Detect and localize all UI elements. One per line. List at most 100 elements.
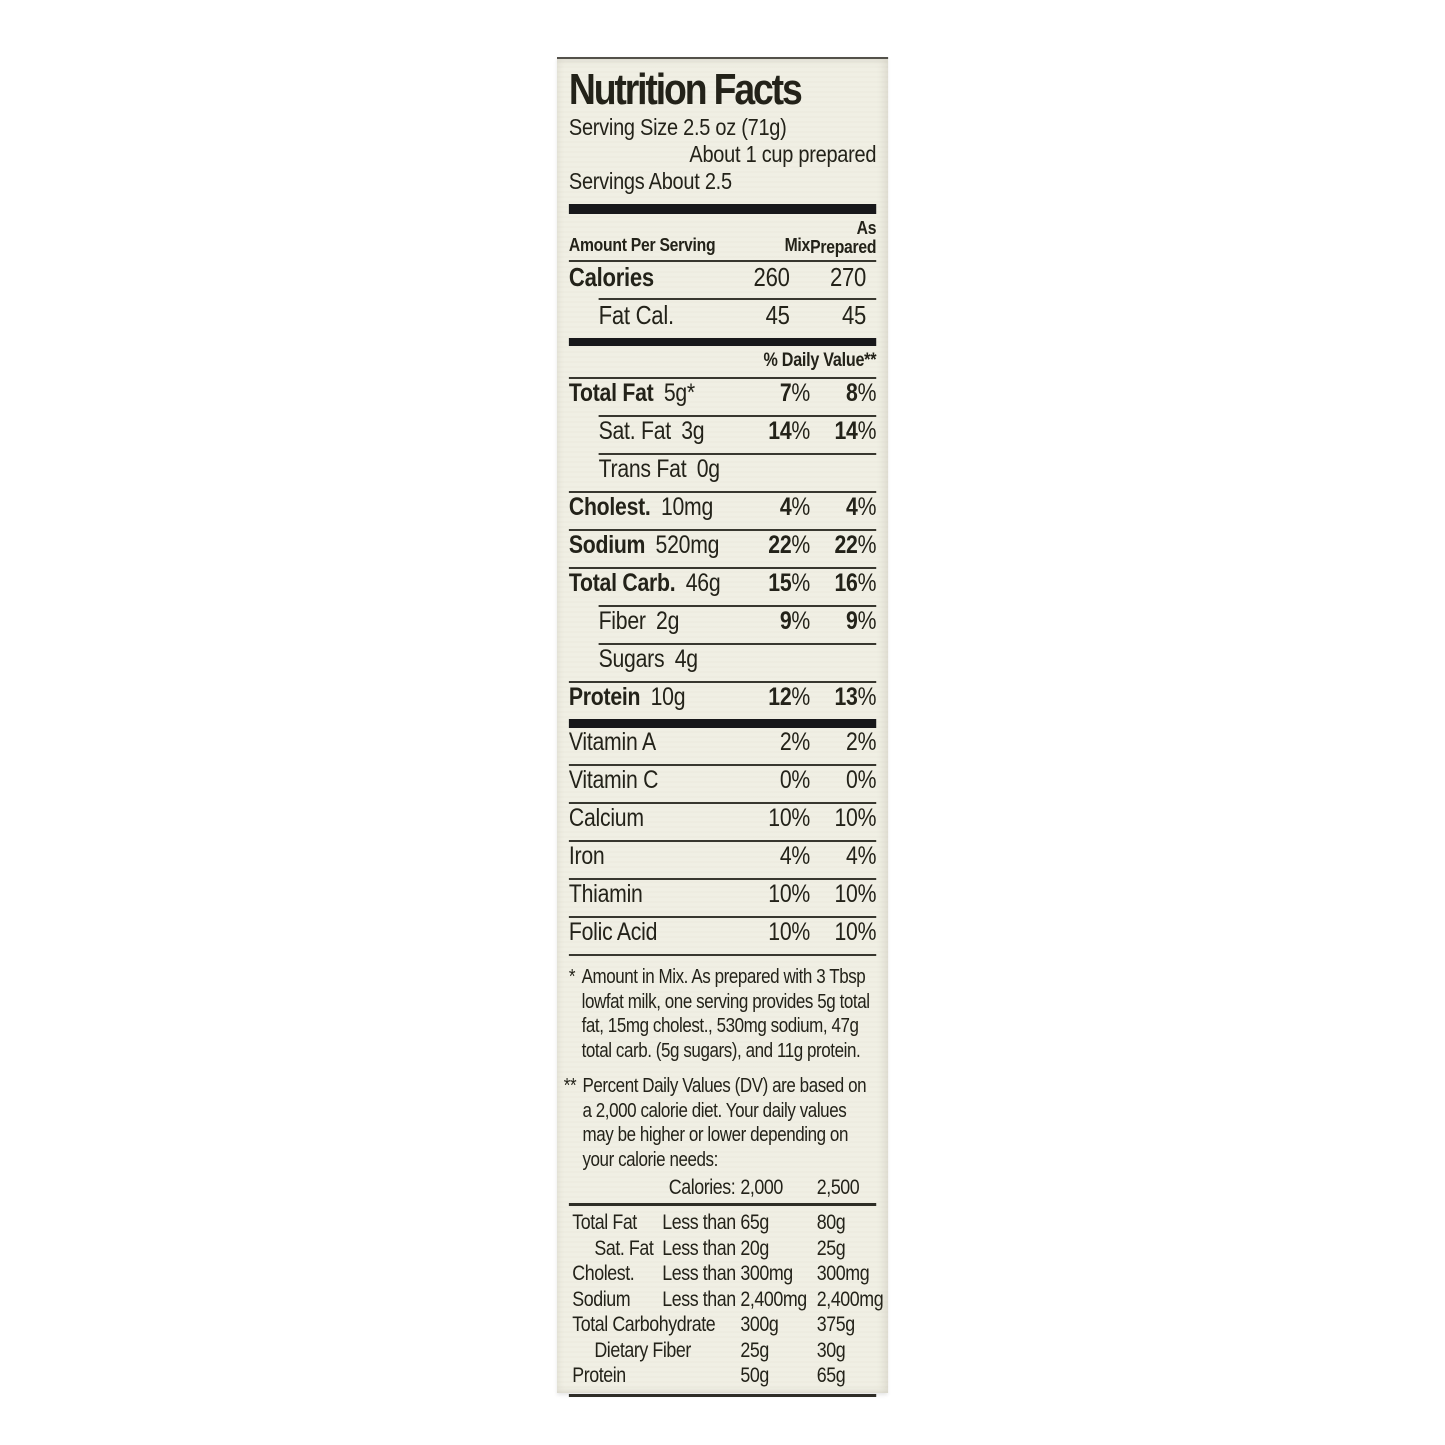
row-separator [568, 916, 877, 918]
value-cell: 270 [829, 262, 867, 292]
dv-value-2000: 2,400mg [740, 1287, 807, 1311]
row-label: Vitamin A [569, 728, 752, 757]
dv-row-label: Total Carbohydrate [572, 1313, 716, 1336]
percent-sign: % [857, 493, 877, 521]
value-number: 8 [846, 379, 858, 407]
thick-divider-vitamins [568, 719, 877, 728]
value-number: 22 [834, 531, 858, 559]
value-cell: 0% [779, 766, 811, 794]
row-separator [568, 764, 877, 766]
vitamin-name: Thiamin [568, 880, 643, 908]
nutrient-name: Total Fat [568, 379, 654, 407]
value-cell: 10% [834, 880, 877, 908]
row-separator [598, 453, 877, 455]
footnote-asterisk: * [568, 966, 576, 988]
value-cell: 4% [752, 493, 810, 522]
column-header-row: Amount Per Serving Mix As Prepared [569, 218, 877, 260]
row-label: Vitamin C [569, 766, 752, 795]
dv-qualifier: Less than [662, 1287, 736, 1311]
value-cell: 10% [768, 804, 811, 832]
dv-table-header: Calories: 2,000 2,500 [569, 1172, 876, 1203]
nutrient-name: Calories [568, 262, 654, 292]
dv-table-row: Cholest. Less than 300mg 300mg [569, 1261, 876, 1287]
percent-sign: % [791, 493, 811, 521]
footnote-mix: * Amount in Mix. As prepared with 3 Tbsp… [569, 965, 876, 1063]
vitamin-name: Iron [568, 842, 605, 870]
row-label: Iron [569, 842, 752, 871]
percent-sign: % [857, 683, 877, 711]
nutrient-row: Total Fat 5g* 7% 8% [569, 379, 877, 415]
header-rule [568, 260, 877, 262]
value-cell: 4% [846, 842, 877, 870]
row-label: Sodium 520mg [569, 531, 752, 560]
row-separator [568, 802, 877, 804]
row-label: Total Carb. 46g [569, 569, 752, 598]
dv-value-2000: 65g [740, 1211, 769, 1234]
value-cell: 2% [846, 728, 877, 756]
nutrient-row: Protein 10g 12% 13% [568, 683, 877, 719]
nutrient-row: Total Carb. 46g 15% 16% [569, 569, 877, 605]
percent-sign: % [791, 683, 811, 711]
value-number: 15 [768, 569, 792, 597]
nutrient-amount: 3g [681, 417, 705, 445]
servings-line: Servings About 2.5 [568, 168, 732, 194]
dv-value-2500: 30g [816, 1338, 846, 1362]
dv-value-2500: 2,400mg [816, 1287, 884, 1311]
value-number: 22 [768, 531, 792, 559]
row-label: Sat. Fat 3g [569, 417, 752, 446]
as-prepared-column-header: As Prepared [810, 218, 876, 256]
nutrient-name: Fiber [598, 607, 646, 635]
row-label: Total Fat 5g* [569, 379, 752, 408]
nutrient-amount: 46g [685, 569, 721, 597]
nutrient-row: Sat. Fat 3g 14% 14% [569, 417, 877, 453]
vitamin-name: Vitamin C [568, 766, 659, 794]
nutrient-amount: 4g [674, 645, 698, 673]
nutrient-name: Cholest. [568, 493, 651, 521]
row-label: Calcium [569, 804, 752, 833]
serving-size-line: Serving Size 2.5 oz (71g) [568, 114, 787, 140]
dv-value-2500: 80g [816, 1211, 846, 1234]
row-separator [598, 298, 877, 300]
vitamin-row: Vitamin C 0% 0% [569, 766, 877, 802]
row-label: Trans Fat 0g [569, 455, 752, 484]
value-number: 16 [834, 569, 858, 597]
dv-table-row: Dietary Fiber 25g 30g [569, 1338, 876, 1364]
row-label: Thiamin [569, 880, 752, 909]
nutrient-name: Total Carb. [568, 569, 676, 597]
dv-value-2500: 65g [816, 1364, 846, 1387]
value-number: 14 [834, 417, 858, 445]
percent-sign: % [857, 607, 877, 635]
as-prepared-line1: As [856, 217, 877, 238]
nutrient-name: Protein [568, 683, 641, 711]
dv-value-2000: 20g [740, 1236, 769, 1260]
nutrient-name: Fat Cal. [598, 300, 675, 330]
thick-divider-calories [568, 338, 877, 346]
nutrient-name: Trans Fat [598, 455, 687, 483]
thick-divider-top [568, 204, 877, 214]
value-cell: 22% [810, 531, 876, 560]
dv-table-row: Total Carbohydrate 300g 375g [569, 1312, 876, 1338]
value-number: 4 [779, 493, 792, 521]
dv-qualifier: Less than [662, 1236, 736, 1260]
dv-2500-header: 2,500 [816, 1176, 860, 1199]
dv-value-2000: 300g [740, 1313, 779, 1336]
value-number: 9 [846, 607, 858, 635]
footnote-daily-values: ** Percent Daily Values (DV) are based o… [564, 1074, 876, 1172]
percent-sign: % [791, 569, 811, 597]
vitamin-row: Calcium 10% 10% [569, 804, 877, 840]
row-label: Fiber 2g [569, 607, 752, 636]
value-number: 9 [779, 607, 792, 635]
value-cell: 10% [768, 918, 811, 946]
nutrient-amount: 2g [656, 607, 680, 635]
percent-sign: % [791, 379, 811, 407]
row-separator [568, 681, 877, 683]
value-cell: 22% [752, 531, 810, 560]
dv-row-label: Cholest. [572, 1262, 635, 1285]
dv-row-label: Total Fat [572, 1211, 637, 1234]
percent-sign: % [791, 607, 811, 635]
dv-value-2000: 50g [740, 1364, 769, 1387]
nutrient-row: Cholest. 10mg 4% 4% [568, 493, 877, 529]
percent-sign: % [857, 417, 877, 445]
value-cell: 8% [810, 379, 876, 408]
percent-sign: % [857, 531, 877, 559]
